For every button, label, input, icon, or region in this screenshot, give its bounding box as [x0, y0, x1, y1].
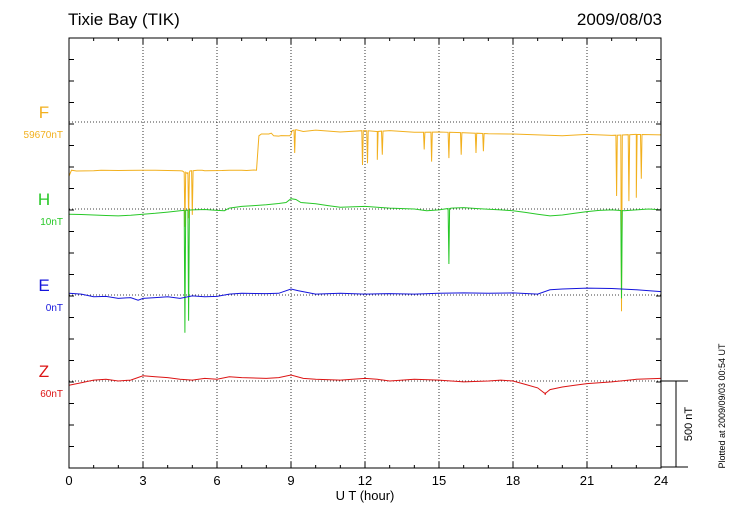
series-name-h: H: [38, 190, 50, 209]
x-tick-label: 18: [506, 473, 520, 488]
series-baseline-h: 10nT: [40, 217, 63, 228]
series-name-e: E: [38, 276, 49, 295]
x-tick-label: 24: [654, 473, 668, 488]
series-labels: F 59670nT H 10nT E 0nT Z 60nT: [24, 103, 63, 400]
scale-bar-label: 500 nT: [683, 407, 695, 442]
series-traces: [68, 129, 662, 395]
series-baseline-f: 59670nT: [24, 130, 63, 141]
series-baseline-z: 60nT: [40, 389, 63, 400]
date-label: 2009/08/03: [576, 10, 662, 29]
series-line-h: [68, 198, 662, 333]
plotted-at-note: Plotted at 2009/09/03 00:54 UT: [717, 343, 727, 469]
scale-bar: 500 nT: [661, 380, 695, 468]
x-tick-label: 12: [358, 473, 372, 488]
grid-lines: [69, 38, 661, 468]
x-tick-label: 3: [139, 473, 146, 488]
series-line-z: [68, 374, 662, 395]
axis-ticks: 0 3 6 9 12 15 18 21 24: [65, 38, 668, 488]
series-line-f: [68, 129, 662, 312]
x-tick-label: 9: [287, 473, 294, 488]
series-line-e: [68, 287, 662, 301]
x-tick-label: 21: [580, 473, 594, 488]
plot-frame: [68, 37, 662, 469]
x-tick-label: 6: [213, 473, 220, 488]
series-baseline-e: 0nT: [46, 303, 63, 314]
x-tick-label: 15: [432, 473, 446, 488]
series-name-f: F: [39, 103, 49, 122]
series-name-z: Z: [39, 362, 49, 381]
x-tick-label: 0: [65, 473, 72, 488]
x-axis-title: U T (hour): [336, 488, 395, 503]
station-title: Tixie Bay (TIK): [68, 10, 180, 29]
